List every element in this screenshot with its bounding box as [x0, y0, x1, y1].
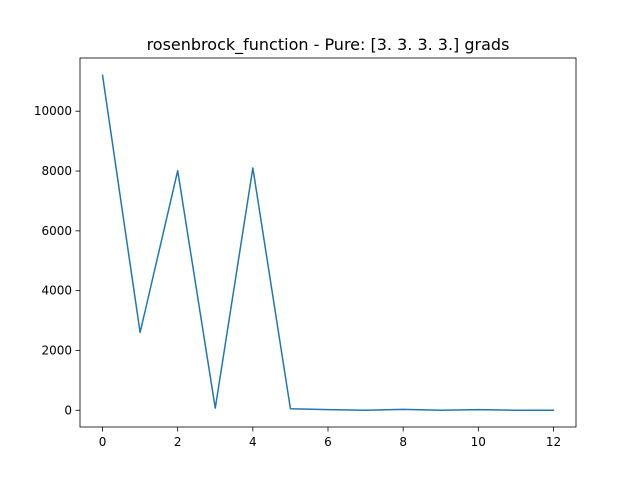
y-tick-label: 10000: [34, 104, 72, 118]
y-tick-label: 4000: [41, 284, 72, 298]
x-tick-label: 4: [249, 435, 257, 449]
x-tick-label: 6: [324, 435, 332, 449]
plot-area: 0 2 4 6 8 10 12 0 2000 4000 6000 8000 10000: [34, 57, 577, 449]
x-tick-label: 2: [174, 435, 182, 449]
chart-title: rosenbrock_function - Pure: [3. 3. 3. 3.…: [147, 35, 510, 55]
y-tick-label: 8000: [41, 164, 72, 178]
y-tick-label: 2000: [41, 343, 72, 357]
x-tick-label: 8: [399, 435, 407, 449]
x-tick-label: 10: [471, 435, 486, 449]
x-tick-label: 0: [99, 435, 107, 449]
y-tick-label: 6000: [41, 224, 72, 238]
y-tick-label: 0: [64, 403, 72, 417]
x-tick-label: 12: [546, 435, 561, 449]
series-line-0: [101, 74, 555, 411]
